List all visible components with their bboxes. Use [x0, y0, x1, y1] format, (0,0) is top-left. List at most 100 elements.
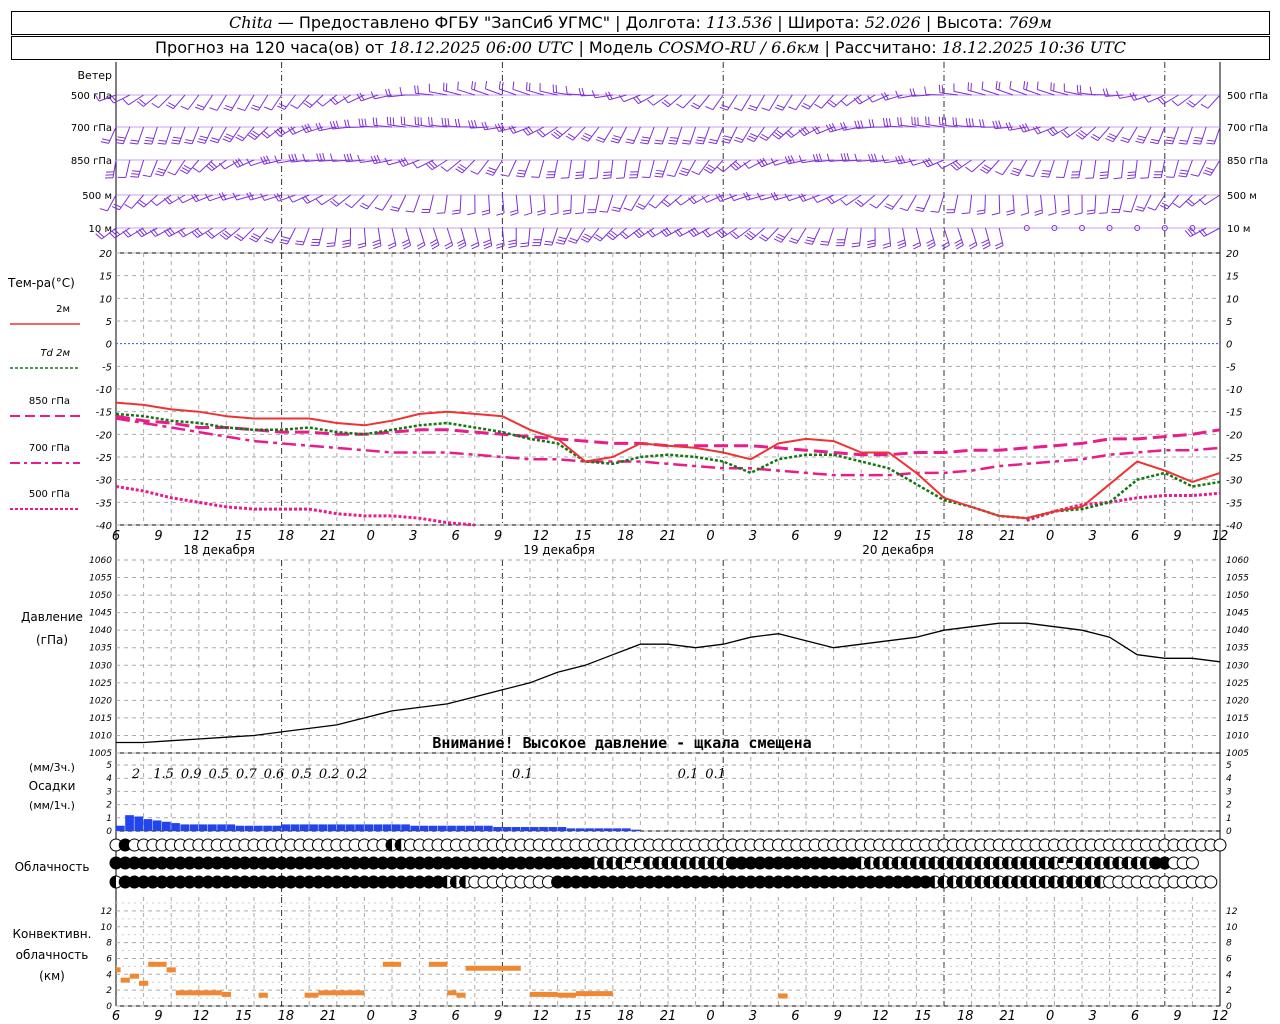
wind-barb-feather [315, 123, 320, 131]
wind-barb-feather [691, 170, 700, 176]
wind-barb-feather [100, 141, 109, 144]
wind-barb-feather [798, 129, 805, 137]
wind-barb-feather [223, 107, 232, 112]
wind-barb-shaft [906, 194, 917, 211]
wind-barb-feather [730, 233, 737, 240]
wind-barb-feather [603, 171, 612, 174]
wind-barb-shaft [682, 94, 696, 109]
wind-barb-feather [544, 240, 553, 243]
wind-barb-feather [1089, 86, 1093, 95]
wind-barb-feather [888, 118, 892, 127]
wind-barb-feather [787, 129, 795, 137]
wind-barb-feather [581, 87, 585, 96]
header-line-1: Chita — Предоставлено ФГБУ "ЗапСиб УГМС"… [11, 11, 1270, 35]
conv-cloud-bar [778, 993, 788, 999]
cloud-half-icon [910, 857, 917, 869]
wind-barb-feather [697, 136, 706, 139]
wind-barb-feather [403, 116, 406, 125]
wind-barb-shaft [444, 194, 448, 213]
x-tick-label-bottom: 21 [660, 1009, 677, 1024]
wind-barb-feather [1075, 134, 1083, 140]
x-tick-label-bottom: 9 [834, 1009, 842, 1024]
pressure-tick-right: 1055 [1226, 574, 1249, 584]
wind-barb-feather [108, 232, 116, 239]
wind-barb-feather [384, 89, 389, 98]
wind-barb-feather [193, 229, 201, 237]
conv-tick-right: 8 [1226, 939, 1232, 949]
wind-barb-feather [915, 209, 924, 213]
wind-barb-feather [857, 120, 861, 129]
wind-barb-feather [927, 157, 934, 165]
wind-barb-feather [342, 96, 349, 104]
wind-barb-feather [568, 240, 576, 244]
wind-barb-feather [192, 167, 200, 173]
wind-barb-feather [141, 227, 148, 235]
wind-barb-feather [873, 153, 878, 162]
wind-barb-shaft [182, 227, 200, 238]
precip-bar [318, 824, 328, 831]
wind-barb-feather [784, 156, 789, 165]
wind-barb-feather [349, 153, 353, 162]
cloud-half-icon [1039, 857, 1046, 869]
wind-barb-shaft [508, 159, 517, 177]
wind-barb-feather [467, 212, 476, 216]
wind-barb-feather [912, 242, 921, 247]
conv-tick-right: 0 [1226, 1002, 1232, 1012]
wind-barb-shaft [582, 194, 586, 213]
wind-barb-shaft [661, 126, 669, 145]
cloud-quarter-icon [1057, 857, 1064, 863]
wind-barb-shaft [686, 159, 697, 176]
wind-barb-feather [457, 166, 465, 172]
temp-tick-left: -30 [96, 476, 112, 487]
wind-barb-feather [640, 139, 650, 142]
wind-barb-feather [1108, 133, 1117, 138]
wind-barb-feather [1011, 170, 1020, 174]
wind-barb-feather [232, 160, 238, 168]
wind-barb-feather [733, 139, 742, 143]
wind-barb-feather [124, 229, 132, 237]
wind-barb-feather [417, 85, 419, 94]
wind-barb-shaft [817, 194, 834, 203]
wind-barb-feather [761, 107, 770, 111]
precip-tick-right: 2 [1226, 801, 1232, 811]
conv-tick-left: 0 [106, 1002, 112, 1012]
precip-tick-left: 0 [106, 827, 112, 837]
wind-barb-feather [224, 104, 233, 109]
wind-barb-feather [798, 155, 803, 163]
wind-barb-shaft [382, 194, 393, 211]
wind-barb-shaft [675, 126, 683, 145]
wind-barb-feather [342, 245, 351, 248]
wind-calm-circle [1023, 225, 1030, 231]
wind-barb-feather [303, 102, 311, 108]
wind-barb-feather [209, 107, 218, 111]
wind-barb-feather [417, 244, 426, 250]
precip-bar [162, 821, 171, 831]
cloud-half-icon [652, 857, 659, 869]
wind-barb-feather [1178, 142, 1187, 145]
x-tick-label-bottom: 6 [791, 1009, 799, 1024]
wind-barb-feather [812, 126, 818, 135]
wind-barb-feather [193, 193, 200, 201]
latitude-label: | Широта: [777, 13, 860, 32]
wind-barb-shaft [446, 159, 462, 172]
wind-barb-feather [655, 172, 664, 175]
precip-3h-total: 0.7 [236, 767, 257, 782]
conv-cloud-bar [116, 967, 121, 973]
wind-barb-shaft [712, 94, 724, 110]
station-name: Chita [229, 13, 273, 32]
wind-barb-feather [632, 97, 639, 104]
wind-barb-feather [623, 207, 632, 212]
wind-barb-feather [1041, 172, 1050, 175]
wind-barb-feather [342, 242, 351, 245]
wind-barb-feather [770, 192, 776, 201]
wind-barb-feather [716, 166, 724, 173]
wind-barb-feather [1032, 127, 1039, 135]
wind-barb-feather [851, 245, 860, 248]
wind-barb-feather [330, 200, 337, 207]
temp-series-4 [115, 485, 1221, 527]
wind-barb-feather [537, 209, 545, 213]
wind-barb-feather [941, 241, 949, 247]
conv-cloud-bar [318, 990, 365, 996]
wind-barb-feather [790, 237, 799, 242]
cloud-half-icon [947, 876, 954, 888]
